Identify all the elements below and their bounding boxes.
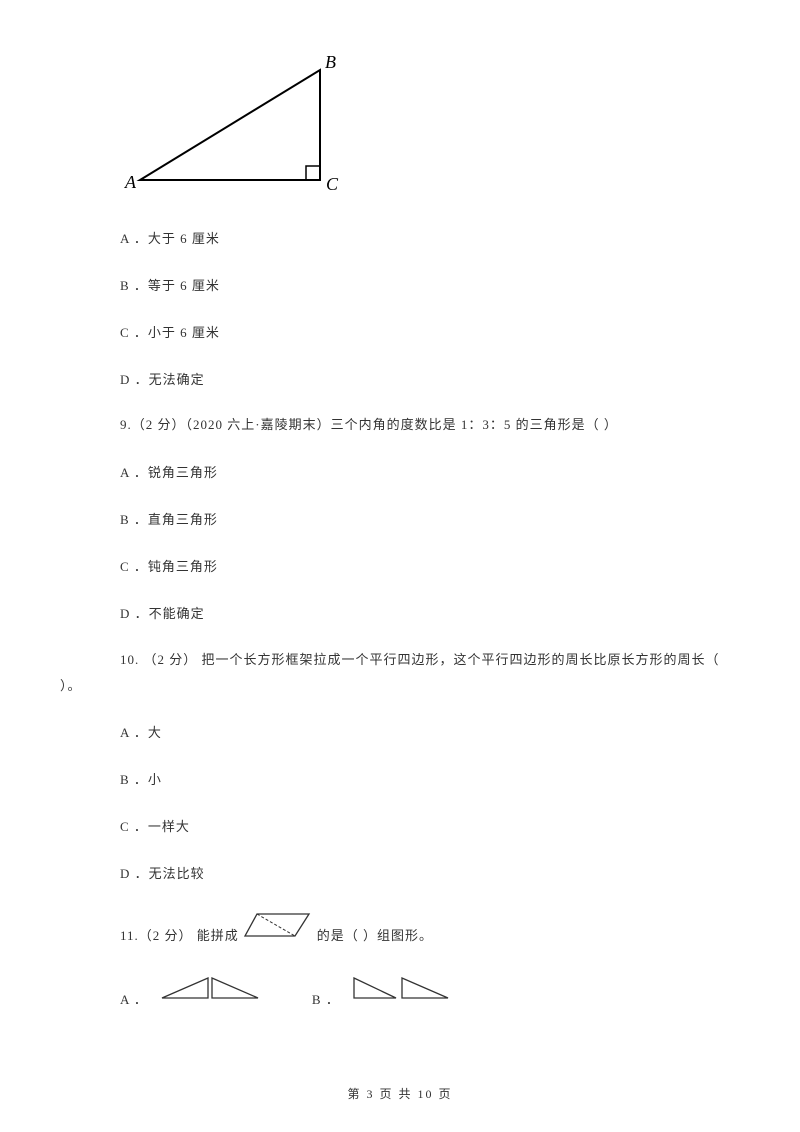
page-footer: 第 3 页 共 10 页 [0, 1085, 800, 1102]
vertex-b-label: B [325, 52, 336, 72]
q11-prefix: 11.（2 分） 能拼成 [120, 925, 239, 944]
q10-option-b: B ．小 [120, 769, 740, 788]
q10-text-line1: 10. （2 分） 把一个长方形框架拉成一个平行四边形，这个平行四边形的周长比原… [120, 650, 720, 671]
q8-option-c: C ．小于 6 厘米 [120, 322, 740, 341]
right-triangle-svg: A B C [120, 40, 360, 200]
q9-option-c: C ．钝角三角形 [120, 556, 740, 575]
q9-text: 9.（2 分）（2020 六上·嘉陵期末）三个内角的度数比是 1：3：5 的三角… [120, 416, 740, 434]
q10-option-d: D ．无法比较 [120, 863, 740, 882]
vertex-a-label: A [124, 172, 137, 192]
q10-option-c: C ．一样大 [120, 816, 740, 835]
q9-option-d: D ．不能确定 [120, 603, 740, 622]
q11-option-a-shape [156, 972, 266, 1008]
parallelogram-icon [243, 910, 313, 944]
q9-option-a: A ．锐角三角形 [120, 462, 740, 481]
q8-option-d: D ．无法确定 [120, 369, 740, 388]
q11-option-b-shape [348, 972, 458, 1008]
q11-options-row: A ． B ． [120, 972, 740, 1008]
q11-option-b-label: B ． [312, 989, 340, 1008]
q9-option-b: B ．直角三角形 [120, 509, 740, 528]
q11-text: 11.（2 分） 能拼成 的是（ ）组图形。 [120, 910, 740, 944]
q10-text-line2: ）。 [60, 675, 740, 694]
vertex-c-label: C [326, 174, 339, 194]
q11-suffix: 的是（ ）组图形。 [317, 925, 433, 944]
q11-option-a-label: A ． [120, 989, 148, 1008]
q8-option-a: A ．大于 6 厘米 [120, 228, 740, 247]
triangle-figure: A B C [120, 40, 740, 204]
q8-option-b: B ．等于 6 厘米 [120, 275, 740, 294]
q10-option-a: A ．大 [120, 722, 740, 741]
